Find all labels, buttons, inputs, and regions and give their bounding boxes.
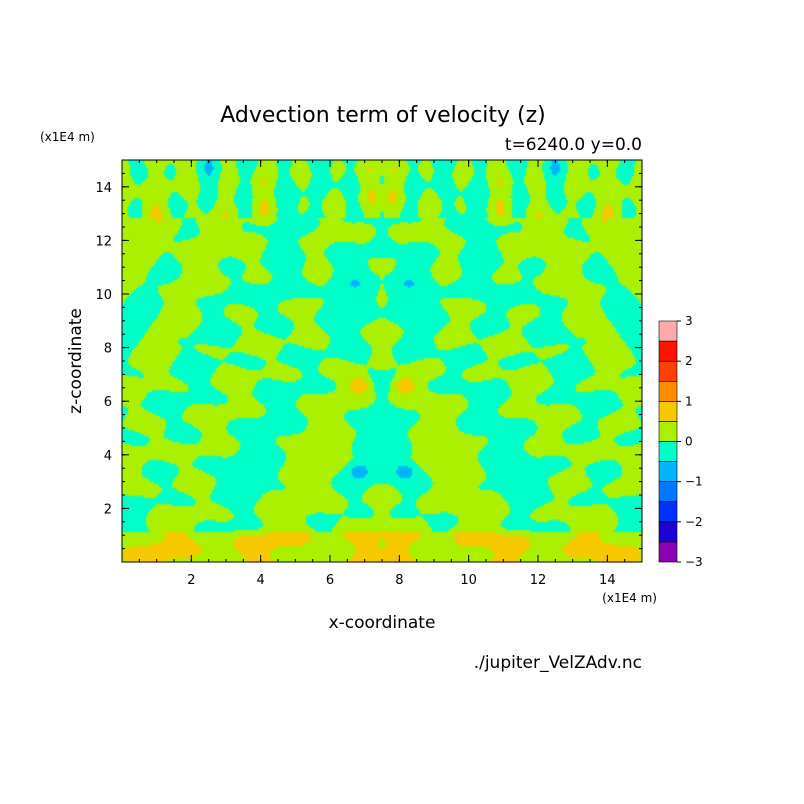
colorbar-swatch bbox=[658, 541, 678, 563]
y-tick-label: 8 bbox=[104, 342, 112, 357]
colorbar-tick-label: 2 bbox=[685, 354, 693, 368]
y-axis-unit: (x1E4 m) bbox=[40, 130, 95, 144]
x-tick-label: 12 bbox=[530, 573, 547, 588]
x-tick-label: 2 bbox=[187, 573, 195, 588]
colorbar-swatch bbox=[658, 441, 678, 462]
y-tick-label: 12 bbox=[95, 234, 112, 249]
y-axis-ticks: 2 4 6 8 10 12 14 bbox=[95, 159, 642, 563]
x-tick-label: 14 bbox=[599, 573, 616, 588]
chart-title: Advection term of velocity (z) bbox=[220, 103, 546, 128]
heatmap-plot-area: 2 4 6 8 10 12 14 2 4 6 8 10 12 14 bbox=[95, 159, 643, 588]
chart-subtitle: t=6240.0 y=0.0 bbox=[505, 135, 642, 155]
colorbar-tick-label: −3 bbox=[685, 555, 703, 569]
x-tick-label: 8 bbox=[395, 573, 403, 588]
colorbar-swatch bbox=[658, 320, 678, 342]
y-tick-label: 2 bbox=[104, 502, 112, 517]
colorbar-swatch bbox=[658, 521, 678, 543]
colorbar-tick-label: −2 bbox=[685, 515, 703, 529]
colorbar-swatch bbox=[658, 401, 678, 422]
colorbar-swatch bbox=[658, 461, 678, 482]
x-axis-unit: (x1E4 m) bbox=[602, 591, 657, 605]
colorbar-tick-label: −1 bbox=[685, 475, 703, 489]
source-filename: ./jupiter_VelZAdv.nc bbox=[474, 653, 642, 673]
colorbar-swatch bbox=[658, 481, 678, 503]
colorbar: −3 −2 −1 0 1 2 3 bbox=[658, 314, 703, 569]
x-tick-label: 4 bbox=[257, 573, 265, 588]
colorbar-swatch bbox=[658, 360, 678, 382]
colorbar-swatch bbox=[658, 340, 678, 362]
colorbar-swatch bbox=[658, 501, 678, 523]
y-tick-label: 4 bbox=[104, 449, 112, 464]
x-tick-label: 6 bbox=[326, 573, 334, 588]
y-tick-label: 10 bbox=[95, 288, 112, 303]
colorbar-tick-label: 1 bbox=[685, 394, 693, 408]
x-tick-label: 10 bbox=[460, 573, 477, 588]
x-axis-label: x-coordinate bbox=[329, 613, 436, 633]
heatmap-field bbox=[122, 160, 642, 562]
y-axis-label: z-coordinate bbox=[66, 308, 86, 414]
colorbar-tick-label: 3 bbox=[685, 314, 693, 328]
colorbar-tick-label: 0 bbox=[685, 435, 693, 449]
colorbar-swatch bbox=[658, 380, 678, 402]
y-tick-label: 6 bbox=[104, 395, 112, 410]
y-tick-label: 14 bbox=[95, 181, 112, 196]
colorbar-swatch bbox=[658, 421, 678, 442]
